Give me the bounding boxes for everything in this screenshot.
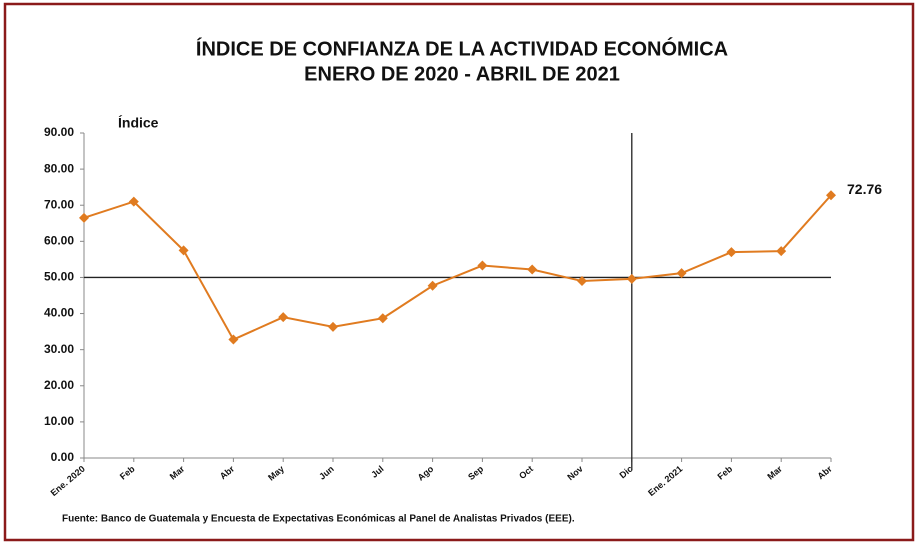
y-tick-label: 80.00 <box>44 161 74 175</box>
frame <box>3 2 915 542</box>
y-tick-label: 40.00 <box>44 306 74 320</box>
source-note: Fuente: Banco de Guatemala y Encuesta de… <box>62 514 575 525</box>
x-tick-label: Feb <box>716 463 735 481</box>
data-point <box>477 260 488 271</box>
x-tick-label: Abr <box>218 463 237 481</box>
y-tick-label: 70.00 <box>44 197 74 211</box>
data-point <box>527 264 538 275</box>
x-tick-label: Sep <box>466 463 485 482</box>
chart-subtitle: ENERO DE 2020 - ABRIL DE 2021 <box>304 63 620 85</box>
y-axis-label: Índice <box>118 115 159 131</box>
y-tick-label: 10.00 <box>44 414 74 428</box>
x-tick-label: Oct <box>517 464 535 481</box>
data-point <box>328 321 338 332</box>
data-point <box>577 276 587 287</box>
y-tick-label: 60.00 <box>44 234 74 248</box>
x-tick-label: Jun <box>317 464 336 482</box>
x-tick-label: May <box>266 464 286 483</box>
x-tick-label: Ago <box>416 463 436 482</box>
chart-title: ÍNDICE DE CONFIANZA DE LA ACTIVIDAD ECON… <box>196 36 728 60</box>
data-point <box>128 196 139 207</box>
x-tick-label: Abr <box>816 463 835 481</box>
x-tick-label: Jul <box>369 464 385 480</box>
data-point <box>726 247 737 258</box>
data-point <box>427 280 438 291</box>
x-tick-label: Ene. 2020 <box>49 464 87 498</box>
data-point <box>776 246 787 257</box>
data-point <box>79 212 89 223</box>
y-tick-label: 50.00 <box>44 270 74 284</box>
x-tick-label: Mar <box>765 463 784 481</box>
x-tick-label: Feb <box>118 463 137 481</box>
data-line <box>83 194 832 341</box>
x-tick-label: Ene. 2021 <box>646 464 684 498</box>
y-tick-label: 20.00 <box>44 378 74 392</box>
y-tick-label: 0.00 <box>51 450 75 464</box>
data-point <box>826 190 836 201</box>
data-point <box>228 334 239 345</box>
data-point <box>278 312 289 323</box>
data-point <box>676 268 687 279</box>
data-label: 72.76 <box>847 181 882 197</box>
data-point <box>626 273 637 284</box>
y-tick-label: 30.00 <box>44 342 74 356</box>
x-tick-label: Nov <box>565 464 584 483</box>
y-tick-label: 90.00 <box>44 125 74 139</box>
data-point <box>377 313 388 324</box>
data-point <box>178 245 189 256</box>
x-tick-label: Mar <box>168 463 187 481</box>
